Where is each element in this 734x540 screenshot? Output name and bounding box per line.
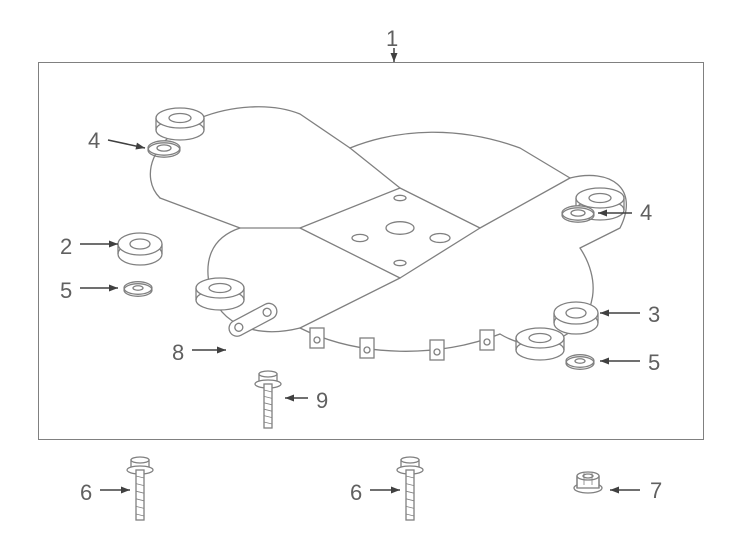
arrows-layer xyxy=(0,0,734,540)
diagram-canvas: 144235589667 xyxy=(0,0,734,540)
